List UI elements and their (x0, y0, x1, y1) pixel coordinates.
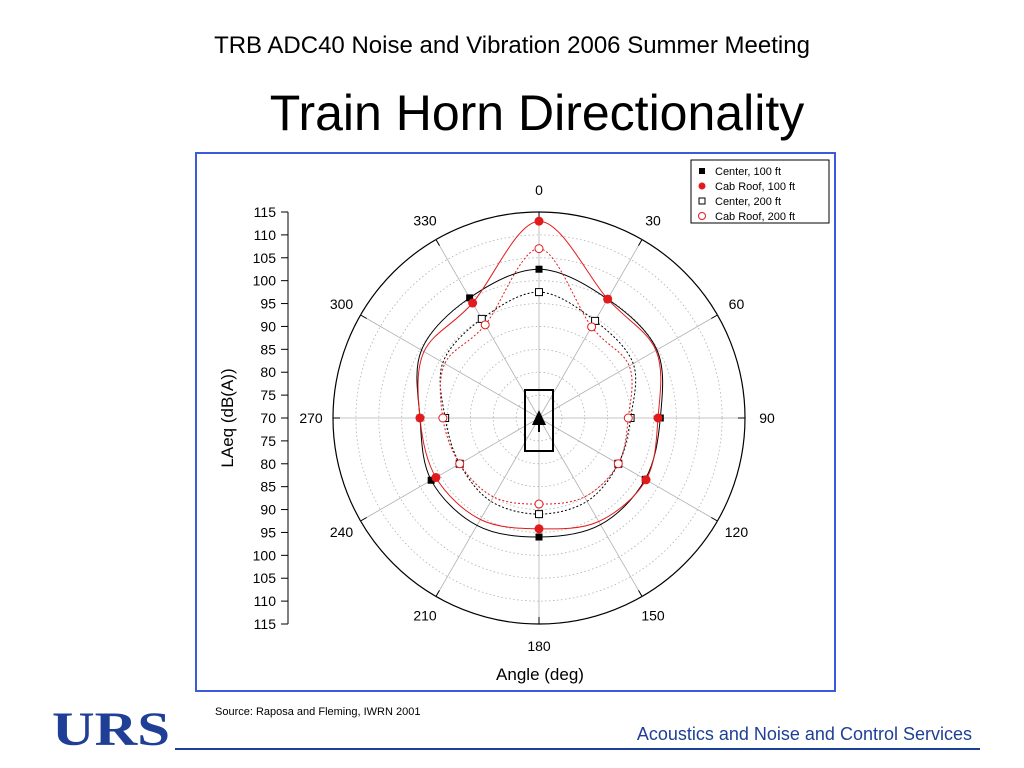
spoke (435, 417, 540, 597)
x-axis-label: Angle (deg) (496, 665, 584, 684)
data-point (480, 320, 490, 330)
radial-tick-label: 95 (260, 524, 276, 540)
polar-grid (332, 211, 746, 625)
angle-tick (711, 314, 718, 319)
data-point (535, 265, 543, 273)
radial-tick-label: 100 (253, 547, 277, 563)
radial-tick-label: 75 (260, 433, 276, 449)
angle-label: 30 (645, 213, 661, 229)
legend-marker (698, 197, 706, 205)
data-point (468, 298, 478, 308)
data-point (455, 459, 465, 469)
legend-box (690, 159, 830, 224)
angle-label: 0 (535, 182, 543, 198)
radial-tick-label: 95 (260, 296, 276, 312)
radial-tick-label: 85 (260, 341, 276, 357)
data-point (587, 322, 597, 332)
radial-tick-label: 115 (254, 616, 277, 632)
angle-label: 180 (527, 638, 551, 654)
data-point (427, 476, 435, 484)
urs-logo: URS (52, 704, 170, 750)
radial-tick-label: 105 (253, 250, 277, 266)
data-point (438, 413, 448, 423)
legend-label: Center, 100 ft (715, 166, 781, 178)
company-name: Acoustics and Noise and Control Services (636, 724, 972, 744)
radial-axis: 115 110 105 100 95 90 85 80 75 70 75 80 85 90 95 100 105… (253, 204, 289, 632)
data-point (534, 499, 544, 509)
legend-label: Cab Roof, 100 ft (715, 181, 795, 193)
legend-marker (698, 212, 706, 220)
data-point (534, 524, 544, 534)
angle-label: 330 (413, 213, 437, 229)
data-point (534, 216, 544, 226)
data-point (535, 533, 543, 541)
radial-tick-label: 80 (260, 456, 276, 472)
data-point (534, 244, 544, 254)
radial-tick-label: 85 (260, 479, 276, 495)
series-line (416, 268, 664, 538)
angle-label: 120 (725, 524, 749, 540)
angle-label: 240 (330, 524, 354, 540)
direction-arrow-icon (532, 410, 546, 425)
angle-tick (435, 239, 440, 246)
legend-label: Cab Roof, 200 ft (715, 211, 795, 223)
angle-label: 90 (759, 410, 775, 426)
legend-marker (699, 168, 705, 174)
legend-label: Center, 200 ft (715, 196, 781, 208)
data-point (603, 294, 613, 304)
radial-tick-label: 110 (254, 593, 277, 609)
data-point (431, 473, 441, 483)
y-axis-label: LAeq (dB(A)) (218, 368, 237, 467)
radial-tick-label: 90 (260, 502, 276, 518)
radial-tick-label: 105 (253, 570, 277, 586)
series-line (439, 291, 637, 515)
data-point (613, 459, 623, 469)
data-point (641, 475, 651, 485)
radial-tick-label: 70 (260, 410, 276, 426)
source-note: Source: Raposa and Fleming, IWRN 2001 (215, 706, 421, 718)
spoke (360, 417, 540, 522)
radial-tick-label: 115 (254, 204, 277, 220)
angle-label: 270 (299, 410, 323, 426)
angle-tick (360, 517, 367, 522)
spoke (538, 417, 718, 522)
radial-tick-label: 110 (254, 227, 277, 243)
radial-tick-label: 75 (260, 387, 276, 403)
radial-tick-label: 100 (253, 273, 277, 289)
spoke (538, 314, 718, 419)
data-point (466, 294, 474, 302)
angle-tick (711, 517, 718, 522)
slide-title: Train Horn Directionality (269, 85, 805, 141)
chart-frame (195, 152, 836, 692)
angle-label: 150 (641, 607, 665, 623)
angle-labels: 0 30 60 90 120 150 180 210 240 270 300 330 (299, 182, 775, 654)
logo-text: URS (52, 704, 170, 750)
data-point (415, 413, 425, 423)
marker-layer (415, 216, 664, 541)
data-point (535, 288, 543, 297)
spoke (360, 314, 540, 419)
footer-rule (175, 748, 980, 750)
legend: Center, 100 ft Cab Roof, 100 ft Center, 20… (690, 159, 830, 224)
angle-label: 210 (413, 607, 437, 623)
series-line (439, 248, 633, 505)
radial-tick-label: 80 (260, 364, 276, 380)
data-point (653, 413, 663, 423)
angle-tick (638, 239, 643, 246)
data-point (623, 413, 633, 423)
data-point (535, 510, 543, 519)
angle-tick (360, 314, 367, 319)
angle-label: 60 (729, 296, 745, 312)
meeting-heading: TRB ADC40 Noise and Vibration 2006 Summe… (214, 32, 810, 59)
angle-tick (638, 590, 643, 597)
angle-tick (435, 590, 440, 597)
polar-chart: 0 30 60 90 120 150 180 210 240 270 300 330 115 110 10… (218, 159, 830, 684)
spoke (435, 239, 540, 419)
locomotive-box (524, 389, 554, 452)
spoke (538, 417, 643, 597)
radial-tick-label: 90 (260, 318, 276, 334)
legend-marker (698, 182, 706, 190)
angle-label: 300 (330, 296, 354, 312)
